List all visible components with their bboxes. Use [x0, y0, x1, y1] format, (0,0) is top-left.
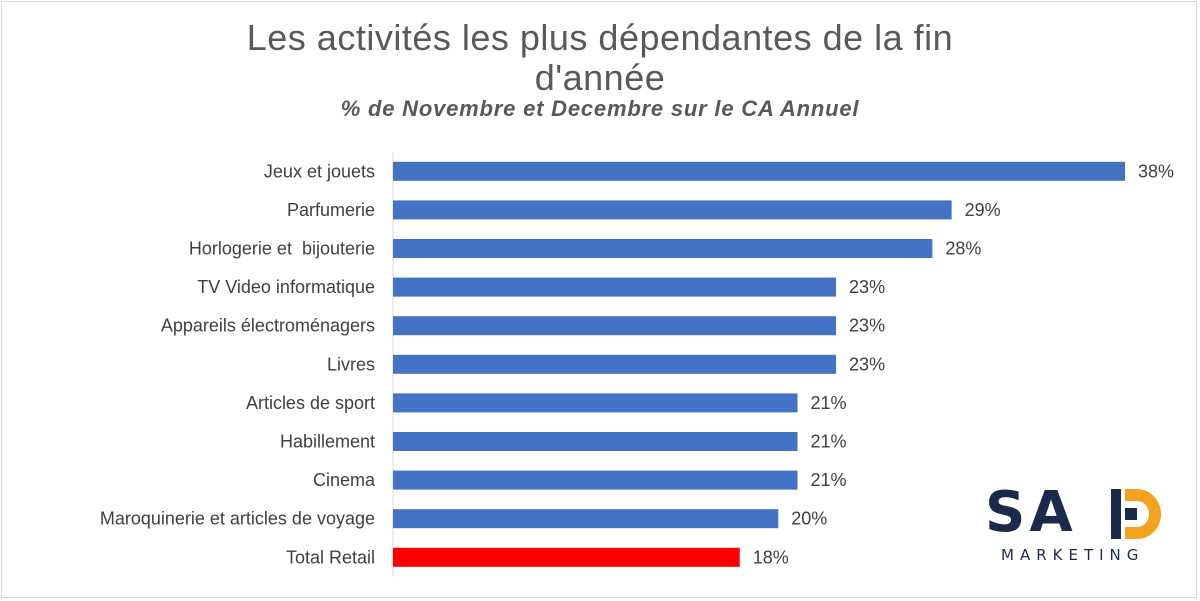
- bar: [393, 393, 798, 413]
- data-label: 29%: [965, 200, 1001, 220]
- category-label: Cinema: [313, 470, 376, 490]
- category-label: Appareils électroménagers: [161, 316, 375, 336]
- bar: [393, 470, 798, 490]
- sad-marketing-logo: SA MARKETING: [985, 483, 1175, 573]
- category-label: Articles de sport: [246, 393, 375, 413]
- chart-subtitle: % de Novembre et Decembre sur le CA Annu…: [340, 96, 860, 121]
- bar-row: Maroquinerie et articles de voyage 20%: [100, 509, 827, 529]
- category-label: Habillement: [280, 432, 375, 452]
- category-label: Maroquinerie et articles de voyage: [100, 509, 375, 529]
- category-label: Horlogerie et bijouterie: [189, 239, 375, 259]
- logo-d-mark: [1111, 489, 1161, 539]
- bar-row: Habillement 21%: [280, 432, 847, 452]
- chart-title-line1: Les activités les plus dépendantes de la…: [246, 17, 954, 58]
- bar: [393, 277, 837, 297]
- category-label: Jeux et jouets: [264, 161, 375, 181]
- bar: [393, 200, 952, 220]
- bar-row: Articles de sport 21%: [246, 393, 847, 413]
- bar: [393, 354, 837, 374]
- bar-row: TV Video informatique 23%: [197, 277, 885, 297]
- bar-row: Appareils électroménagers 23%: [161, 316, 885, 336]
- data-label: 20%: [791, 509, 827, 529]
- bar-row: Jeux et jouets 38%: [264, 161, 1174, 181]
- bar: [393, 161, 1125, 181]
- category-label: TV Video informatique: [197, 277, 375, 297]
- bar-row: Livres 23%: [327, 354, 885, 374]
- logo-letters: SA: [985, 480, 1077, 545]
- category-label: Parfumerie: [287, 200, 375, 220]
- bar-row: Horlogerie et bijouterie 28%: [189, 239, 982, 259]
- data-label: 21%: [811, 470, 847, 490]
- data-label: 28%: [945, 239, 981, 259]
- bar-row: Parfumerie 29%: [287, 200, 1001, 220]
- logo-tagline: MARKETING: [1001, 546, 1145, 564]
- bar-row: Cinema 21%: [313, 470, 847, 490]
- data-label: 18%: [753, 547, 789, 567]
- chart-title-line2: d'année: [534, 57, 666, 98]
- bar-row: Total Retail 18%: [286, 547, 789, 567]
- bar: [393, 316, 837, 336]
- data-label: 38%: [1138, 161, 1174, 181]
- chart-title: Les activités les plus dépendantes de la…: [0, 18, 1200, 98]
- bar: [393, 432, 798, 451]
- data-label: 23%: [849, 277, 885, 297]
- bar: [393, 239, 933, 258]
- category-label: Livres: [327, 354, 375, 374]
- data-label: 23%: [849, 316, 885, 336]
- data-label: 21%: [811, 393, 847, 413]
- data-label: 23%: [849, 354, 885, 374]
- bar-total-retail: [393, 547, 740, 567]
- bar: [393, 509, 779, 529]
- category-label: Total Retail: [286, 547, 375, 567]
- data-label: 21%: [811, 432, 847, 452]
